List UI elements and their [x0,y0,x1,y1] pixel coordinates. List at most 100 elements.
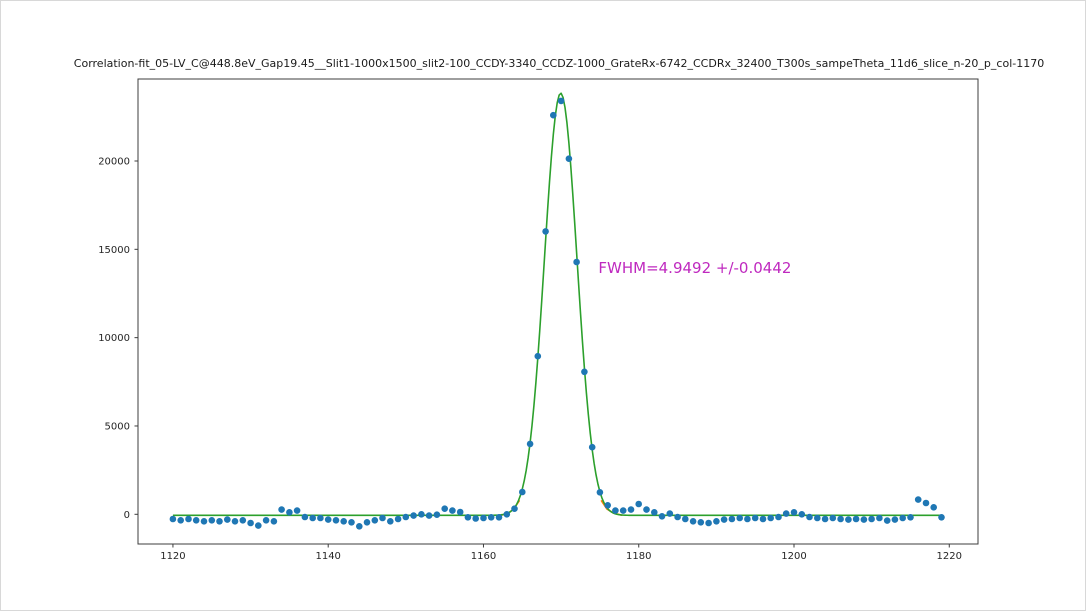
data-point [387,518,394,525]
data-point [495,514,503,521]
data-point [651,509,658,516]
data-point [317,514,324,522]
y-tick-label: 10000 [98,333,130,344]
data-point [604,502,611,509]
data-point [247,519,254,527]
data-point [845,516,852,523]
data-point [627,506,635,513]
x-tick-label: 1120 [160,551,185,562]
data-point [208,517,216,524]
data-point [759,515,767,523]
data-point [930,504,937,511]
data-point [526,440,534,448]
data-point [829,514,837,522]
data-point [254,522,262,529]
data-point [278,506,285,513]
x-tick-label: 1160 [471,551,496,562]
data-point [503,511,511,518]
data-point [581,368,588,376]
data-point [511,505,518,512]
data-point [293,507,301,514]
data-point [565,155,573,162]
data-point [751,514,759,522]
data-point [441,505,449,512]
data-point [286,509,293,516]
fwhm-annotation: FWHM=4.9492 +/-0.0442 [598,259,791,277]
figure-title: Correlation-fit_05-LV_C@448.8eV_Gap19.45… [74,57,1044,70]
y-tick-label: 15000 [98,245,130,256]
data-point [379,514,386,522]
data-point [394,515,402,523]
data-point [837,515,844,523]
y-tick-label: 5000 [105,421,130,432]
data-point [487,514,495,521]
data-point [891,516,899,523]
data-point [907,514,914,521]
data-point [814,514,821,522]
data-point [728,515,736,523]
data-point [682,515,689,523]
data-point [472,515,480,522]
data-point [619,507,627,514]
data-point [348,519,355,526]
data-point [239,517,247,524]
data-point [852,515,860,523]
data-point [705,519,712,527]
data-point [216,518,223,525]
data-point [542,228,549,235]
data-point [689,518,697,525]
data-point [876,514,883,522]
data-point [806,513,813,521]
data-point [674,513,681,521]
data-point [883,517,891,524]
data-point [231,518,239,525]
data-point [464,514,472,521]
data-point [519,488,526,496]
data-point [340,518,348,525]
x-tick-label: 1140 [315,551,340,562]
data-point [744,515,751,523]
data-point [224,516,231,523]
data-point [697,519,705,526]
x-tick-label: 1200 [781,551,806,562]
data-point [938,514,945,521]
data-point [449,507,456,514]
data-point [185,515,192,523]
data-point [534,352,542,360]
data-point [588,443,596,451]
data-point [363,519,371,526]
data-point [301,513,309,521]
data-point [433,511,441,518]
data-point [262,517,270,524]
data-point [860,516,868,523]
data-point [899,514,906,522]
data-point [200,518,208,525]
data-point [270,518,278,525]
data-point [914,496,922,503]
data-point [192,517,200,524]
y-tick-label: 0 [124,510,130,521]
scatter-series [169,97,945,530]
data-point [767,514,774,522]
data-point [410,512,417,519]
data-point [790,509,798,516]
data-point [456,508,464,516]
data-point [557,97,565,105]
data-point [402,513,410,521]
y-tick-label: 20000 [98,156,130,167]
data-point [635,500,642,508]
data-point [666,510,674,517]
data-point [332,517,340,524]
data-point [643,506,650,513]
data-point [177,517,184,524]
data-point [596,489,604,496]
data-point [720,516,728,523]
data-point [550,111,557,119]
data-point [418,511,425,518]
data-point [736,514,743,522]
data-point [324,516,332,523]
x-tick-label: 1180 [626,551,651,562]
data-point [775,513,782,521]
